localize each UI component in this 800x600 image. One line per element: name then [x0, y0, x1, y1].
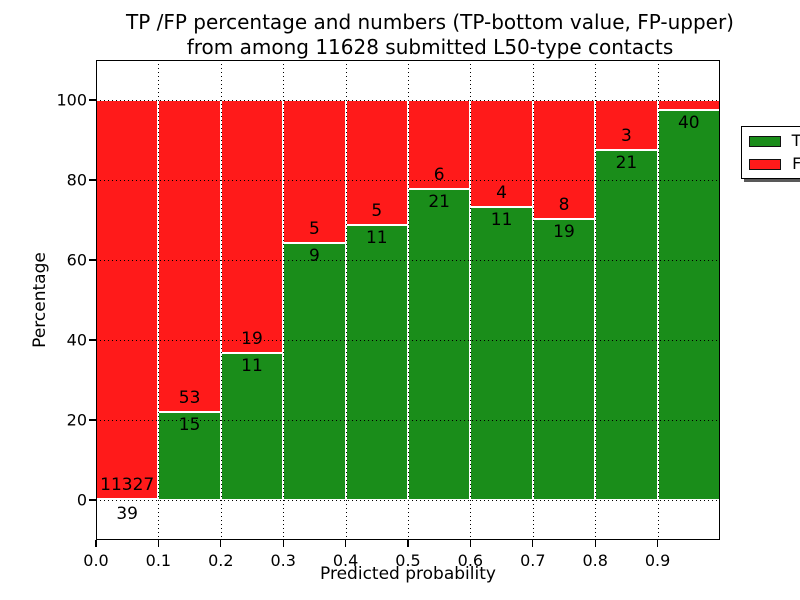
x-tick [157, 540, 160, 547]
legend-label-tp: TP [791, 131, 800, 150]
bar-tp-segment [158, 411, 221, 500]
y-tick [89, 99, 96, 101]
gridline-vertical [657, 60, 659, 540]
chart-title-line1: TP /FP percentage and numbers (TP-bottom… [126, 10, 734, 34]
chart-title: TP /FP percentage and numbers (TP-bottom… [60, 10, 800, 60]
legend: TP FP [741, 126, 800, 179]
bar-tp-count-label: 9 [308, 245, 320, 266]
bar-fp-count-label: 8 [558, 194, 570, 215]
bar-tp-count-label: 11 [490, 209, 513, 230]
x-tick-label: 0.3 [270, 551, 296, 570]
bar-tp-count-label: 11 [241, 356, 263, 377]
chart-title-line2: from among 11628 submitted L50-type cont… [186, 35, 674, 59]
gridline-vertical [220, 60, 222, 540]
y-tick [89, 259, 96, 261]
bar-fp-segment [158, 100, 221, 412]
bar-fp-segment [657, 100, 720, 110]
x-tick-label: 0.6 [457, 551, 484, 570]
bar-tp-count-label: 40 [677, 112, 700, 133]
gridline-vertical [532, 60, 534, 540]
bar-fp-count-label: 5 [308, 218, 320, 239]
x-tick [656, 540, 659, 547]
legend-label-fp: FP [792, 154, 800, 173]
x-tick [95, 540, 97, 547]
x-tick-label: 0.8 [582, 551, 608, 570]
x-tick [282, 540, 284, 547]
bar-fp-segment [96, 100, 159, 499]
bar-tp-segment [470, 206, 533, 500]
y-tick-label: 80 [66, 170, 87, 190]
bar-fp-segment [283, 100, 346, 243]
x-tick-label: 0.4 [332, 551, 359, 570]
bar-tp-count-label: 21 [615, 153, 638, 173]
x-tick-label: 0.0 [83, 551, 109, 570]
legend-swatch-tp [749, 135, 781, 147]
bar-fp-count-label: 4 [496, 182, 508, 203]
bar-tp-segment [532, 218, 596, 500]
bar-fp-count-label: 6 [433, 164, 445, 185]
bar-tp-segment [595, 150, 658, 500]
y-tick [89, 499, 96, 501]
legend-item-tp: TP [749, 133, 800, 149]
x-tick [344, 540, 347, 547]
x-tick [220, 540, 222, 547]
x-tick [594, 540, 596, 547]
y-tick-label: 40 [66, 330, 87, 350]
legend-item-fp: FP [749, 156, 800, 172]
bar-fp-count-label: 3 [620, 126, 632, 146]
gridline-horizontal [96, 420, 720, 421]
plot-area: TP FP 11327 39 53 15 19 11 5 9 5 11 6 21 4 11 8 19 3 21 40 [89, 60, 800, 547]
gridline-vertical [283, 60, 285, 540]
gridline-horizontal [96, 100, 720, 101]
y-tick [89, 339, 96, 341]
gridline-vertical [595, 60, 597, 540]
gridline-vertical [345, 60, 347, 540]
x-tick-label: 0.7 [520, 551, 546, 570]
bar-fp-count-label: 53 [178, 387, 201, 408]
bar-fp-count-label: 11327 [100, 474, 155, 495]
gridline-vertical [158, 60, 160, 540]
gridline-horizontal [96, 500, 720, 501]
bar-tp-count-label: 19 [553, 221, 575, 242]
bar-tp-segment [220, 353, 284, 500]
x-tick-label: 0.5 [395, 551, 421, 570]
bar-tp-segment [657, 109, 720, 500]
bar-fp-count-label: 5 [371, 201, 383, 221]
gridline-horizontal [96, 260, 720, 261]
x-tick [469, 540, 472, 547]
y-tick [89, 419, 96, 421]
gridline-vertical [408, 60, 409, 540]
x-tick-label: 0.9 [644, 551, 671, 570]
bar-tp-segment [283, 242, 346, 500]
y-tick-label: 0 [76, 490, 87, 510]
y-tick-label: 20 [66, 410, 87, 430]
y-tick-label: 60 [66, 250, 87, 270]
legend-swatch-fp [749, 158, 781, 170]
y-tick-label: 100 [56, 90, 87, 110]
bar-fp-count-label: 19 [241, 329, 263, 350]
x-tick-label: 0.1 [145, 551, 172, 570]
gridline-horizontal [96, 180, 720, 181]
bar-tp-count-label: 39 [116, 504, 139, 524]
y-tick [89, 179, 96, 181]
bar-fp-segment [220, 100, 284, 354]
x-tick [532, 540, 534, 547]
bar-tp-count-label: 15 [178, 414, 201, 435]
gridline-horizontal [96, 340, 720, 341]
x-tick [407, 540, 409, 547]
bar-tp-count-label: 21 [428, 191, 451, 212]
x-axis-label: Predicted probability [320, 564, 496, 584]
bar-tp-segment [408, 188, 471, 500]
gridline-vertical [470, 60, 472, 540]
bar-tp-count-label: 11 [365, 228, 388, 248]
x-tick-label: 0.2 [208, 551, 234, 570]
bar-tp-segment [345, 225, 408, 500]
